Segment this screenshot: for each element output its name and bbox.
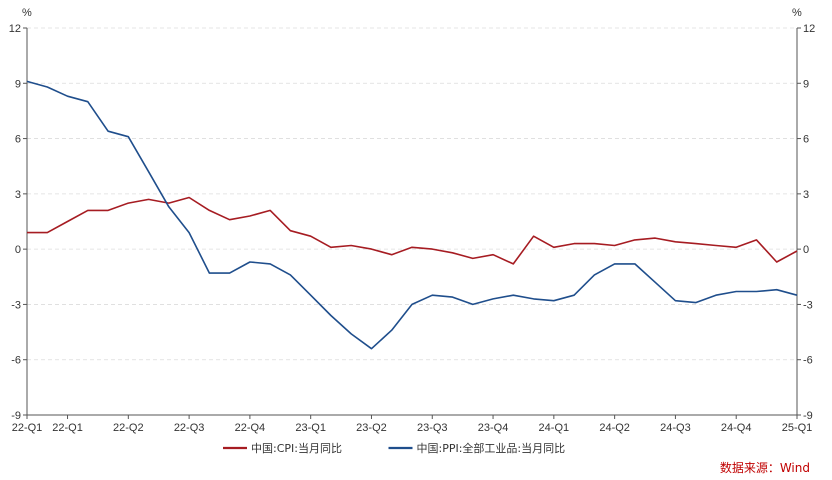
axes: 12 129 96 63 30 0-3 -3-6 -6-9 -922-Q1 22-Q1 22-Q2 2… [9, 23, 816, 434]
x-tick-label: 22-Q4 [235, 422, 266, 434]
y-tick-label-left: -9 [11, 410, 21, 422]
y-tick-label-right: 3 [803, 189, 809, 201]
x-tick-label: 22-Q3 [174, 422, 205, 434]
y-tick-label-right: -3 [803, 299, 813, 311]
right-axis-unit: % [792, 7, 802, 19]
x-tick-label: 22-Q1 [52, 422, 83, 434]
y-tick-label-left: -3 [11, 299, 21, 311]
x-tick-label: 23-Q4 [478, 422, 509, 434]
y-tick-label-right: 12 [803, 23, 815, 35]
y-tick-label-left: 0 [15, 244, 21, 256]
x-tick-label: 25-Q1 [782, 422, 813, 434]
y-tick-label-right: -6 [803, 355, 813, 367]
y-tick-label-right: 6 [803, 134, 809, 146]
x-tick-label: 23-Q2 [356, 422, 387, 434]
y-tick-label-right: 9 [803, 78, 809, 90]
legend: 中国:CPI:当月同比 中国:PPI:全部工业品:当月同比 [223, 441, 565, 455]
x-tick-label: 24-Q1 [539, 422, 570, 434]
data-source-label: 数据来源：Wind [720, 460, 810, 475]
y-tick-label-right: -9 [803, 410, 813, 422]
x-tick-label: 22-Q2 [113, 422, 144, 434]
y-tick-label-left: 9 [15, 78, 21, 90]
y-tick-label-left: 6 [15, 134, 21, 146]
left-axis-unit: % [22, 7, 32, 19]
legend-label-1: 中国:CPI:当月同比 [251, 441, 342, 455]
y-tick-label-left: 12 [9, 23, 21, 35]
y-tick-label-left: 3 [15, 189, 21, 201]
x-tick-label: 23-Q1 [295, 422, 326, 434]
series-lines [26, 80, 798, 350]
series-line-1 [27, 196, 798, 265]
x-tick-label: 23-Q3 [417, 422, 448, 434]
y-tick-label-right: 0 [803, 244, 809, 256]
grid-lines [27, 27, 797, 361]
x-tick-label: 24-Q3 [660, 422, 691, 434]
x-tick-label: 24-Q4 [721, 422, 752, 434]
series-line-2 [26, 80, 798, 350]
legend-label-2: 中国:PPI:全部工业品:当月同比 [417, 441, 566, 455]
y-tick-label-left: -6 [11, 355, 21, 367]
x-tick-label: 24-Q2 [599, 422, 630, 434]
x-tick-label: 22-Q1 [12, 422, 43, 434]
